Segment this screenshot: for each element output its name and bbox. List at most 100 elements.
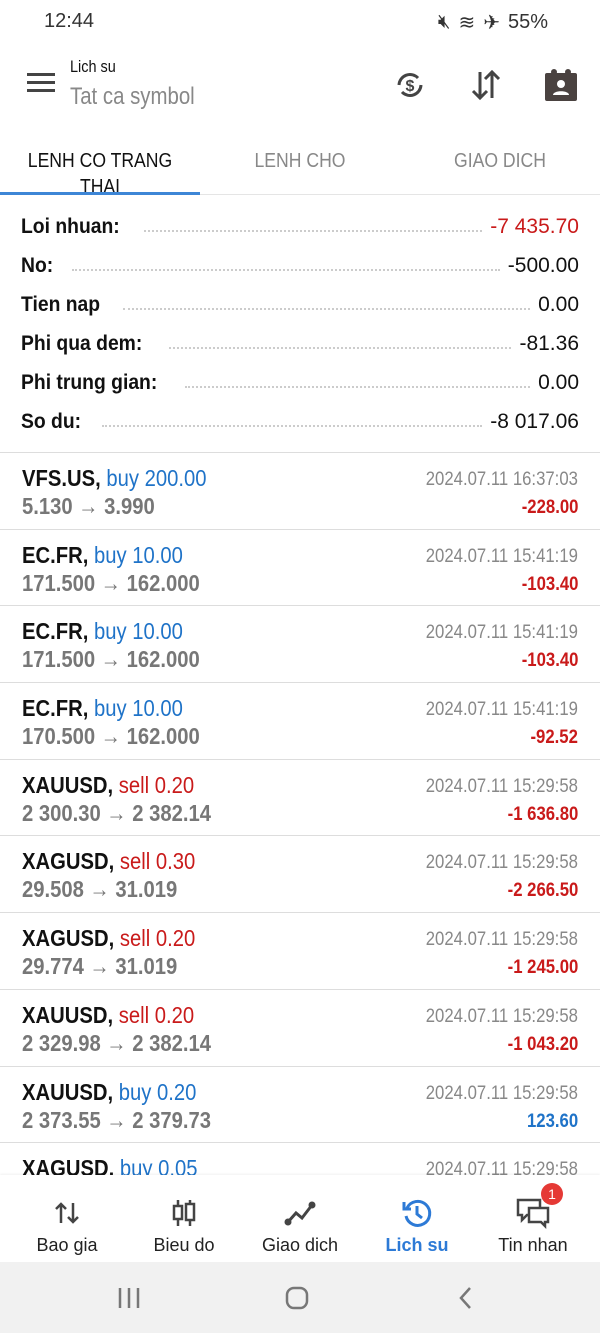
symbol: VFS.US, (22, 465, 101, 491)
deal-side: sell 0.20 (118, 1001, 195, 1028)
menu-icon[interactable] (27, 73, 55, 93)
deal-time: 2024.07.11 15:29:58 (425, 929, 578, 951)
deal-symbol: EC.FR, buy 10.00 (22, 618, 183, 645)
summary-label: No: (21, 253, 61, 278)
summary-row: Tien nap 0.00 (0, 285, 600, 324)
deal-row[interactable]: EC.FR, buy 10.00 171.500 → 162.000 2024.… (0, 530, 600, 607)
deal-symbol: EC.FR, buy 10.00 (22, 695, 183, 722)
deal-time: 2024.07.11 16:37:03 (425, 469, 578, 490)
nav-label: Bieu do (153, 1235, 215, 1255)
deal-row[interactable]: XAUUSD, buy 0.20 2 373.55 → 2 379.73 202… (0, 1067, 600, 1144)
deal-row[interactable]: EC.FR, buy 10.00 170.500 → 162.000 2024.… (0, 683, 600, 760)
deal-time: 2024.07.11 15:41:19 (425, 545, 578, 567)
airplane-icon: ✈ (483, 12, 500, 34)
summary-value: -8 017.06 (490, 409, 579, 433)
dot-leader (102, 424, 483, 427)
deal-profit: -1 636.80 (507, 803, 578, 825)
deal-side: buy 200.00 (106, 465, 207, 491)
deal-time: 2024.07.11 15:29:58 (425, 1005, 578, 1027)
symbol: XAUUSD, (22, 1078, 114, 1105)
deal-list[interactable]: VFS.US, buy 200.00 5.130 → 3.990 2024.07… (0, 452, 600, 1175)
symbol: XAUUSD, (22, 771, 114, 798)
nav-label: Lich su (385, 1235, 449, 1255)
dot-leader (168, 346, 512, 349)
deal-side: buy 10.00 (93, 695, 183, 722)
symbol: EC.FR, (22, 541, 89, 568)
deal-row[interactable]: EC.FR, buy 10.00 171.500 → 162.000 2024.… (0, 606, 600, 684)
deal-symbol: XAGUSD, buy 0.05 (22, 1155, 198, 1175)
currency-sync-icon[interactable]: $ (390, 65, 430, 105)
deal-prices: 171.500 → 162.000 (22, 569, 200, 596)
sort-icon[interactable] (466, 65, 506, 105)
clock: 12:44 (44, 10, 95, 32)
summary-row: So du: -8 017.06 (0, 402, 600, 441)
messages-icon (473, 1195, 593, 1231)
tab-orders[interactable]: LENH CHO (254, 150, 346, 172)
deal-side: buy 0.20 (118, 1078, 197, 1105)
deal-profit: -92.52 (530, 727, 578, 749)
history-icon (357, 1195, 477, 1231)
svg-text:$: $ (406, 78, 415, 95)
deal-row[interactable]: XAGUSD, sell 0.30 29.508 → 31.019 2024.0… (0, 836, 600, 914)
deal-profit: -228.00 (521, 497, 578, 518)
deal-prices: 2 300.30 → 2 382.14 (22, 799, 212, 826)
tab-deals[interactable]: GIAO DICH (454, 150, 546, 172)
symbol: XAUUSD, (22, 1001, 114, 1028)
summary-row: Phi qua dem: -81.36 (0, 324, 600, 363)
deal-symbol: EC.FR, buy 10.00 (22, 542, 183, 569)
summary-label: Loi nhuan: (21, 214, 128, 239)
deal-prices: 2 373.55 → 2 379.73 (22, 1106, 212, 1133)
system-nav (0, 1262, 600, 1333)
active-tab-indicator (0, 192, 200, 195)
dot-leader (72, 268, 500, 271)
unread-badge: 1 (541, 1183, 563, 1205)
deal-time: 2024.07.11 15:29:58 (425, 1159, 578, 1175)
deal-profit: -103.40 (521, 573, 578, 595)
nav-chart[interactable]: Bieu do (124, 1175, 244, 1262)
app-header: Lich su Tat ca symbol $ (0, 45, 600, 135)
deal-row[interactable]: XAUUSD, sell 0.20 2 329.98 → 2 382.14 20… (0, 990, 600, 1067)
summary-value: 0.00 (538, 370, 579, 394)
bottom-nav: Bao gia Bieu do Giao dich Lich su 1 Tin … (0, 1175, 600, 1262)
nav-trade[interactable]: Giao dich (240, 1175, 360, 1262)
nav-messages[interactable]: 1 Tin nhan (473, 1175, 593, 1262)
dot-leader (144, 229, 483, 232)
deal-side: sell 0.20 (118, 771, 195, 798)
trade-icon (240, 1195, 360, 1231)
battery-level: 55% (507, 11, 548, 33)
back-icon[interactable] (445, 1280, 485, 1316)
deal-row[interactable]: XAGUSD, buy 0.05 2024.07.11 15:29:58 (0, 1143, 600, 1175)
summary-row: Phi trung gian: 0.00 (0, 363, 600, 402)
deal-profit: -2 266.50 (507, 880, 578, 902)
nav-history[interactable]: Lich su (357, 1175, 477, 1262)
deal-side: buy 10.00 (93, 541, 183, 568)
deal-time: 2024.07.11 15:29:58 (425, 775, 578, 797)
tab-bar: LENH CO TRANG THAI LENH CHO GIAO DICH (0, 140, 600, 195)
symbol: EC.FR, (22, 618, 89, 645)
recents-icon[interactable] (109, 1280, 149, 1316)
nav-quotes[interactable]: Bao gia (7, 1175, 127, 1262)
calendar-contact-icon[interactable] (541, 65, 581, 105)
summary-label: Tien nap (21, 292, 108, 317)
tab-positions[interactable]: LENH CO TRANG THAI (27, 150, 173, 193)
deal-prices: 171.500 → 162.000 (22, 646, 200, 673)
deal-profit: -1 245.00 (507, 957, 578, 979)
deal-row[interactable]: XAGUSD, sell 0.20 29.774 → 31.019 2024.0… (0, 913, 600, 990)
deal-time: 2024.07.11 15:41:19 (425, 622, 578, 644)
summary-label: Phi trung gian: (21, 370, 165, 395)
symbol: EC.FR, (22, 695, 89, 722)
deal-row[interactable]: VFS.US, buy 200.00 5.130 → 3.990 2024.07… (0, 453, 600, 530)
deal-prices: 29.508 → 31.019 (22, 876, 178, 903)
nav-label: Tin nhan (498, 1235, 568, 1255)
deal-side: sell 0.20 (119, 925, 196, 952)
deal-time: 2024.07.11 15:29:58 (425, 852, 578, 874)
deal-symbol: XAUUSD, buy 0.20 (22, 1079, 196, 1106)
deal-row[interactable]: XAUUSD, sell 0.20 2 300.30 → 2 382.14 20… (0, 760, 600, 837)
deal-symbol: XAUUSD, sell 0.20 (22, 1002, 194, 1029)
symbol-filter[interactable]: Tat ca symbol (70, 83, 195, 110)
deal-prices: 29.774 → 31.019 (22, 953, 178, 980)
deal-side: sell 0.30 (119, 848, 196, 875)
home-icon[interactable] (277, 1280, 317, 1316)
deal-prices: 170.500 → 162.000 (22, 723, 200, 750)
summary-value: -81.36 (519, 331, 579, 355)
